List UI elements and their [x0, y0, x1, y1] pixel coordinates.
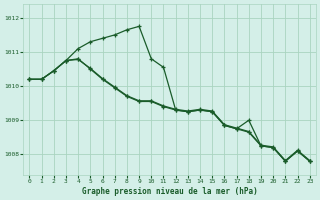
- X-axis label: Graphe pression niveau de la mer (hPa): Graphe pression niveau de la mer (hPa): [82, 187, 258, 196]
